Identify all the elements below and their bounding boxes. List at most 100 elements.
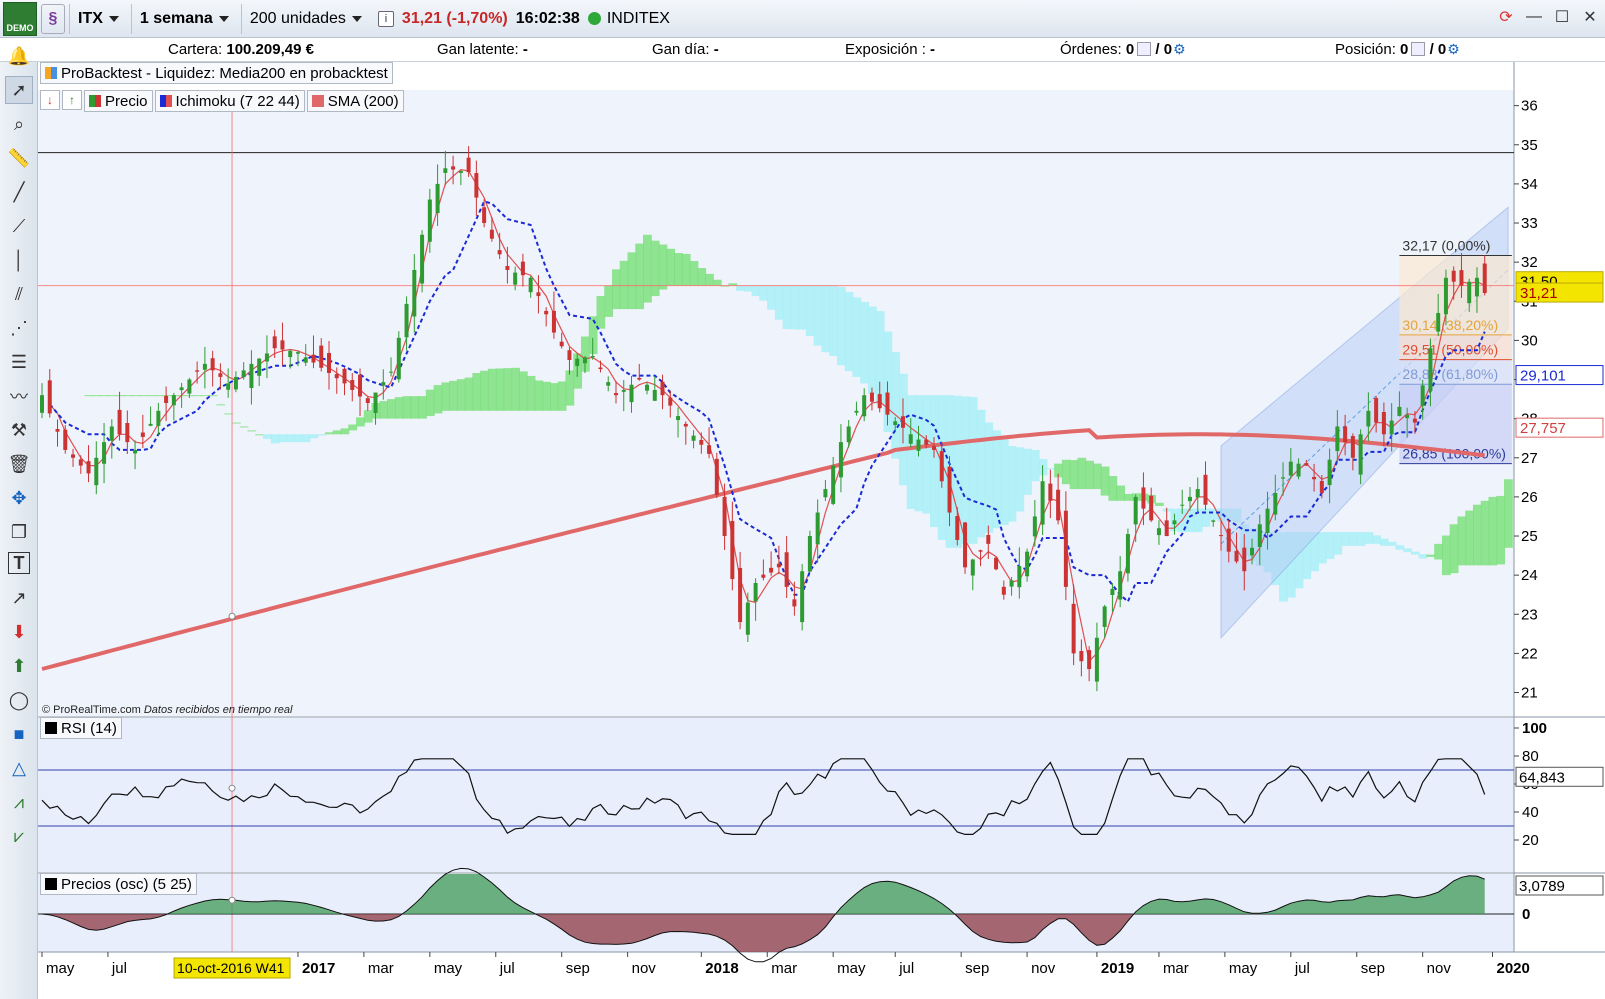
candle-body bbox=[854, 410, 859, 413]
maximize-icon[interactable]: ☐ bbox=[1554, 9, 1570, 26]
cloud-segment bbox=[456, 379, 466, 411]
candle-body bbox=[1304, 463, 1309, 466]
units-selector[interactable]: 200 unidades bbox=[240, 3, 370, 34]
time-tick-label: 2017 bbox=[302, 960, 335, 977]
legend-osc[interactable]: Precios (osc) (5 25) bbox=[40, 873, 197, 895]
gear-icon[interactable]: ⚙ bbox=[1447, 41, 1460, 57]
time-tick-label: jul bbox=[111, 960, 127, 977]
candle-body bbox=[102, 442, 107, 464]
price-axis-bg bbox=[1514, 62, 1605, 952]
cloud-segment bbox=[1185, 508, 1195, 533]
minimize-icon[interactable]: — bbox=[1526, 8, 1542, 25]
rsi-line bbox=[41, 758, 1486, 835]
fibonacci-icon[interactable]: ☰ bbox=[10, 351, 28, 372]
vertical-line-icon[interactable]: │ bbox=[13, 249, 25, 270]
indicator-icon[interactable]: ⩘ bbox=[13, 791, 25, 812]
cloud-segment bbox=[487, 368, 497, 411]
cloud-segment bbox=[193, 395, 202, 397]
ticker-code: ITX bbox=[78, 9, 103, 27]
main-toolbar: DEMO § ITX 1 semana 200 unidades i 31,21… bbox=[0, 0, 1605, 38]
cloud-segment bbox=[844, 292, 854, 372]
candle-body bbox=[955, 516, 960, 540]
cloud-segment bbox=[1108, 476, 1118, 501]
cloud-segment bbox=[340, 428, 350, 435]
candle-body bbox=[838, 442, 843, 478]
segment-icon[interactable]: ⟋ bbox=[12, 215, 26, 236]
copy-icon[interactable]: ❐ bbox=[10, 521, 28, 542]
arrow-tool-icon[interactable]: ↗ bbox=[11, 587, 27, 608]
candle-body bbox=[978, 550, 983, 552]
rectangle-icon[interactable]: ■ bbox=[13, 723, 25, 744]
candle-body bbox=[621, 389, 626, 392]
candle-body bbox=[226, 383, 231, 390]
candle-body bbox=[94, 457, 99, 486]
trash-icon[interactable]: 🗑 bbox=[7, 453, 31, 474]
cloud-segment bbox=[394, 397, 404, 419]
candle-body bbox=[1366, 410, 1371, 427]
gear-icon[interactable]: ⚙ bbox=[1173, 41, 1186, 57]
candle-body bbox=[1389, 420, 1394, 435]
triangle-icon[interactable]: △ bbox=[12, 757, 26, 778]
cloud-segment bbox=[650, 240, 660, 297]
candle-body bbox=[350, 380, 355, 390]
fibonacci-label: 28,88 (61,80%) bbox=[1402, 366, 1498, 382]
fibonacci-zone bbox=[1399, 334, 1512, 360]
candle-body bbox=[1273, 492, 1278, 515]
cloud-segment bbox=[92, 395, 102, 397]
price-tick-label: 32 bbox=[1521, 254, 1538, 271]
cloud-segment bbox=[1302, 532, 1312, 580]
candle-body bbox=[1102, 606, 1107, 627]
buy-arrow-icon[interactable]: ⬆ bbox=[11, 655, 27, 676]
text-tool-icon[interactable]: T bbox=[8, 552, 30, 574]
candle-body bbox=[1288, 461, 1293, 476]
trendline-icon[interactable]: ╱ bbox=[13, 181, 25, 202]
magnifier-icon[interactable]: ⌕ bbox=[13, 113, 25, 134]
pointer-icon[interactable]: ➚ bbox=[5, 76, 33, 104]
cloud-segment bbox=[875, 311, 885, 405]
units-label: 200 unidades bbox=[249, 9, 346, 27]
info-icon[interactable]: i bbox=[377, 10, 394, 27]
price-tick-label: 33 bbox=[1521, 215, 1538, 232]
move-icon[interactable]: ✥ bbox=[11, 487, 27, 508]
demo-logo[interactable]: DEMO bbox=[3, 1, 37, 36]
legend-ichimoku[interactable]: Ichimoku (7 22 44) bbox=[154, 90, 305, 112]
ellipse-icon[interactable]: ◯ bbox=[8, 689, 30, 710]
legend-sma[interactable]: SMA (200) bbox=[306, 90, 404, 112]
collapse-down-icon[interactable]: ↓ bbox=[40, 90, 60, 110]
legend-rsi[interactable]: RSI (14) bbox=[40, 717, 122, 739]
cloud-segment bbox=[1123, 493, 1133, 501]
quote-time: 16:02:38 bbox=[515, 9, 580, 27]
positions-list-icon[interactable] bbox=[1411, 42, 1426, 56]
cloud-segment bbox=[1434, 543, 1443, 560]
candle-body bbox=[722, 496, 727, 537]
candle-body bbox=[358, 374, 363, 397]
link-chain-icon[interactable]: § bbox=[41, 3, 65, 34]
candle-body bbox=[831, 465, 836, 504]
ticker-selector[interactable]: ITX bbox=[69, 3, 127, 34]
fan-icon[interactable]: ⋰ bbox=[10, 317, 28, 338]
cloud-segment bbox=[301, 434, 311, 443]
candle-body bbox=[1482, 263, 1487, 294]
expand-up-icon[interactable]: ↑ bbox=[62, 90, 82, 110]
channel-icon[interactable]: ⫽ bbox=[14, 283, 24, 304]
chart-area[interactable]: 32,17 (0,00%) 30,14 (38,20%) 29,51 (50,00%… bbox=[38, 62, 1605, 999]
exposicion-field: Exposición : - bbox=[845, 41, 936, 58]
cloud-segment bbox=[1372, 535, 1381, 544]
sell-arrow-icon[interactable]: ⬇ bbox=[11, 621, 27, 642]
indicator-list-icon[interactable]: ⩗ bbox=[13, 825, 25, 846]
orders-list-icon[interactable] bbox=[1137, 42, 1152, 56]
cloud-segment bbox=[379, 401, 389, 419]
refresh-icon[interactable]: ⟳ bbox=[1499, 9, 1513, 26]
cloud-segment bbox=[1387, 541, 1397, 546]
osc-positive-area bbox=[42, 874, 1485, 914]
bell-icon[interactable]: 🔔 bbox=[7, 45, 31, 66]
timeframe-selector[interactable]: 1 semana bbox=[130, 3, 237, 34]
legend-price[interactable]: Precio bbox=[84, 90, 153, 112]
properties-icon[interactable]: ⚒ bbox=[10, 419, 28, 440]
backtest-title[interactable]: ProBacktest - Liquidez: Media200 en prob… bbox=[40, 62, 393, 84]
close-icon[interactable]: ✕ bbox=[1583, 9, 1597, 26]
ruler-icon[interactable]: 📏 bbox=[7, 147, 31, 168]
regression-icon[interactable]: 〰 bbox=[10, 387, 28, 407]
cloud-segment bbox=[1023, 448, 1032, 495]
candle-body bbox=[109, 426, 114, 441]
